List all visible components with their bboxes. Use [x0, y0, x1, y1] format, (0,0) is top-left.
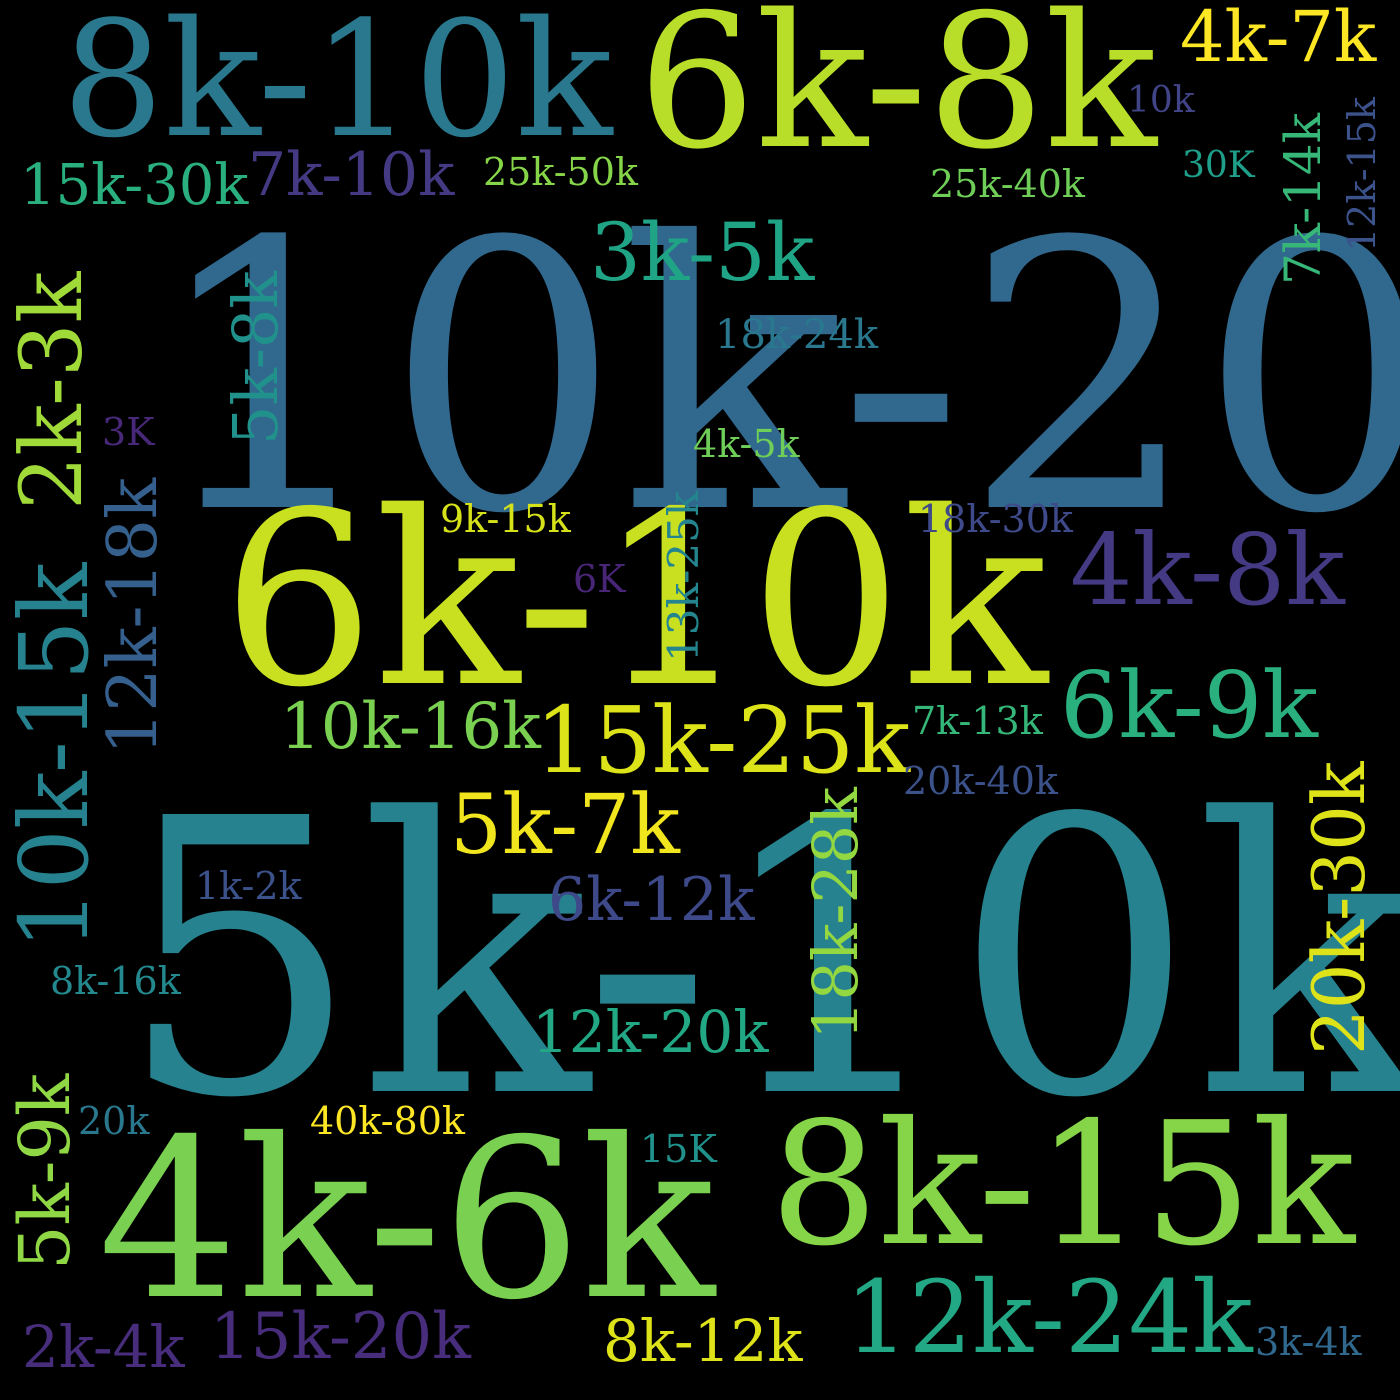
word-6k-8k: 6k-8k [638, 0, 1157, 190]
word-4k-7k: 4k-7k [1180, 0, 1377, 78]
word-20k-40k: 20k-40k [903, 759, 1058, 803]
word-40k-80k: 40k-80k [310, 1099, 465, 1143]
word-12k-18k: 12k-18k [94, 477, 173, 755]
word-5k-8k: 5k-8k [219, 271, 292, 445]
word-8k-12k: 8k-12k [603, 1307, 803, 1375]
word-10k-16k: 10k-16k [280, 690, 541, 764]
word-6K: 6K [573, 557, 626, 601]
word-3K: 3K [102, 410, 155, 454]
word-20k-30k: 20k-30k [1297, 761, 1381, 1055]
word-8k-10k: 8k-10k [62, 0, 613, 173]
word-30K: 30K [1182, 145, 1255, 186]
word-15k-30k: 15k-30k [20, 153, 249, 218]
word-18k-28k: 18k-28k [799, 787, 872, 1040]
word-6k-12k: 6k-12k [548, 865, 755, 935]
word-6k-10k: 6k-10k [222, 460, 1048, 740]
word-7k-10k: 7k-10k [248, 140, 455, 210]
word-1k-2k: 1k-2k [195, 864, 302, 908]
word-25k-40k: 25k-40k [930, 162, 1085, 206]
word-15k-20k: 15k-20k [210, 1300, 471, 1374]
word-5k-10k: 5k-10k [118, 738, 1400, 1181]
word-18k-30k: 18k-30k [918, 497, 1073, 541]
word-5k-7k: 5k-7k [450, 778, 680, 873]
word-9k-15k: 9k-15k [440, 497, 571, 541]
word-10k: 10k [1127, 80, 1195, 121]
word-20k: 20k [78, 1099, 150, 1143]
word-2k-4k: 2k-4k [22, 1313, 185, 1381]
word-10k-15k: 10k-15k [0, 562, 110, 950]
word-13k-25k: 13k-25k [659, 490, 708, 662]
word-12k-24k: 12k-24k [845, 1259, 1253, 1376]
word-18k-24k: 18k-24k [715, 312, 879, 358]
word-8k-15k: 8k-15k [770, 1086, 1355, 1284]
word-2k-3k: 2k-3k [3, 271, 102, 510]
word-10k-20k: 10k-20k [150, 165, 1400, 595]
word-8k-16k: 8k-16k [50, 959, 181, 1003]
word-6k-9k: 6k-9k [1060, 652, 1319, 759]
word-25k-50k: 25k-50k [483, 150, 638, 194]
word-15k-25k: 15k-25k [535, 687, 911, 794]
word-4k-6k: 4k-6k [98, 1092, 716, 1348]
word-12k-15k: 12k-15k [1340, 97, 1384, 252]
word-12k-20k: 12k-20k [532, 998, 769, 1066]
word-4k-5k: 4k-5k [693, 422, 800, 466]
word-15K: 15K [640, 1127, 717, 1171]
word-3k-5k: 3k-5k [590, 206, 815, 299]
word-3k-4k: 3k-4k [1255, 1320, 1362, 1364]
word-7k-14k: 7k-14k [1274, 112, 1332, 285]
word-4k-8k: 4k-8k [1070, 514, 1345, 628]
word-7k-13k: 7k-13k [912, 699, 1043, 743]
word-5k-9k: 5k-9k [4, 1073, 86, 1270]
